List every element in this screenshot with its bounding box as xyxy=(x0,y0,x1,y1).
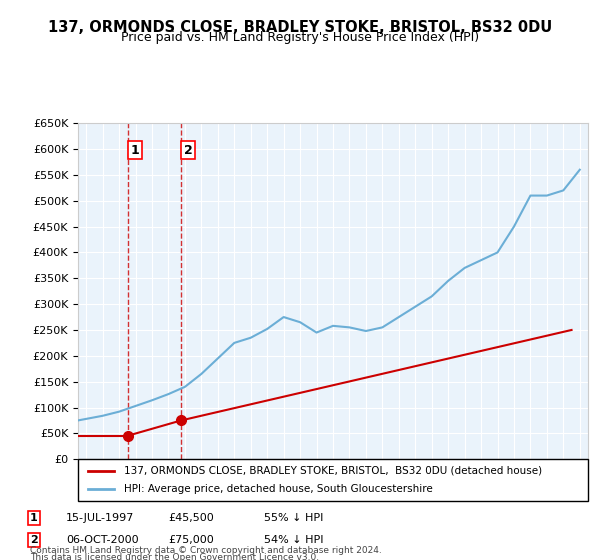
Text: HPI: Average price, detached house, South Gloucestershire: HPI: Average price, detached house, Sout… xyxy=(124,484,433,494)
Text: 1: 1 xyxy=(30,513,38,523)
Text: 2: 2 xyxy=(184,143,193,157)
Text: 1: 1 xyxy=(130,143,139,157)
Text: Price paid vs. HM Land Registry's House Price Index (HPI): Price paid vs. HM Land Registry's House … xyxy=(121,31,479,44)
Text: 15-JUL-1997: 15-JUL-1997 xyxy=(66,513,134,523)
Text: 06-OCT-2000: 06-OCT-2000 xyxy=(66,535,139,545)
Text: £45,500: £45,500 xyxy=(168,513,214,523)
FancyBboxPatch shape xyxy=(78,459,588,501)
Text: 137, ORMONDS CLOSE, BRADLEY STOKE, BRISTOL, BS32 0DU: 137, ORMONDS CLOSE, BRADLEY STOKE, BRIST… xyxy=(48,20,552,35)
Text: This data is licensed under the Open Government Licence v3.0.: This data is licensed under the Open Gov… xyxy=(30,553,319,560)
Text: 137, ORMONDS CLOSE, BRADLEY STOKE, BRISTOL,  BS32 0DU (detached house): 137, ORMONDS CLOSE, BRADLEY STOKE, BRIST… xyxy=(124,466,542,476)
Text: 55% ↓ HPI: 55% ↓ HPI xyxy=(264,513,323,523)
Text: Contains HM Land Registry data © Crown copyright and database right 2024.: Contains HM Land Registry data © Crown c… xyxy=(30,547,382,556)
Text: £75,000: £75,000 xyxy=(168,535,214,545)
Text: 2: 2 xyxy=(30,535,38,545)
Text: 54% ↓ HPI: 54% ↓ HPI xyxy=(264,535,323,545)
